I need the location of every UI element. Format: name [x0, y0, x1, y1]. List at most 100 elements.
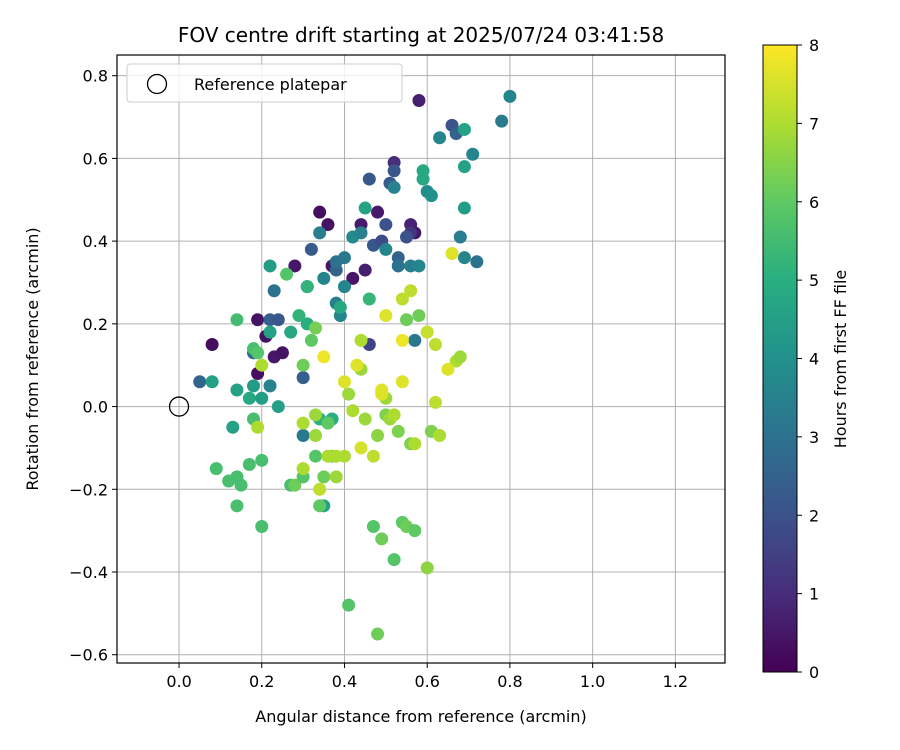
- data-point: [408, 524, 422, 538]
- reference-platepar-marker: [168, 396, 190, 417]
- data-point: [424, 189, 438, 203]
- x-tick-label: 1.0: [580, 672, 605, 691]
- x-axis-label: Angular distance from reference (arcmin): [255, 707, 586, 726]
- data-point: [321, 218, 335, 232]
- colorbar-tick-label: 0: [809, 663, 819, 682]
- data-point: [457, 122, 471, 136]
- data-point: [350, 358, 364, 372]
- colorbar-label: Hours from first FF file: [831, 270, 850, 449]
- data-point: [309, 449, 323, 463]
- data-point: [495, 114, 509, 128]
- colorbar-tick-label: 5: [809, 271, 819, 290]
- data-point: [209, 462, 223, 476]
- data-point: [412, 93, 426, 107]
- data-point: [242, 457, 256, 471]
- chart-title: FOV centre drift starting at 2025/07/24 …: [178, 23, 664, 47]
- colorbar: 0 1 2 3 4 5 6 7 8 Hours from first FF file: [762, 36, 850, 682]
- data-point: [313, 482, 327, 496]
- data-point: [366, 520, 380, 534]
- data-point: [251, 346, 265, 360]
- data-point: [263, 379, 277, 393]
- data-point: [309, 321, 323, 335]
- data-point: [337, 449, 351, 463]
- data-point: [395, 292, 409, 306]
- data-point: [337, 251, 351, 265]
- data-point: [230, 499, 244, 513]
- data-point: [193, 375, 207, 389]
- data-point: [457, 251, 471, 265]
- data-point: [296, 416, 310, 430]
- data-point: [371, 429, 385, 443]
- y-tick-label: −0.2: [69, 480, 108, 499]
- y-tick-label: −0.6: [69, 646, 108, 665]
- data-point: [420, 561, 434, 575]
- colorbar-tick-label: 2: [809, 506, 819, 525]
- data-point: [457, 201, 471, 215]
- data-point: [428, 395, 442, 409]
- data-point: [284, 325, 298, 339]
- data-point: [375, 532, 389, 546]
- data-point: [433, 429, 447, 443]
- data-point: [342, 598, 356, 612]
- data-point: [400, 313, 414, 327]
- data-point: [408, 437, 422, 451]
- data-point: [408, 333, 422, 347]
- data-point: [387, 408, 401, 422]
- data-point: [358, 412, 372, 426]
- legend-marker-reference: [146, 73, 168, 95]
- data-point: [300, 280, 314, 294]
- colorbar-tick-label: 1: [809, 585, 819, 604]
- data-point: [263, 325, 277, 339]
- data-point: [304, 242, 318, 256]
- data-point: [317, 271, 331, 285]
- data-point: [267, 284, 281, 298]
- data-point: [466, 147, 480, 161]
- data-point: [420, 325, 434, 339]
- data-point: [251, 420, 265, 434]
- data-point: [246, 379, 260, 393]
- data-point: [441, 362, 455, 376]
- data-point: [329, 470, 343, 484]
- data-point: [313, 499, 327, 513]
- data-point: [242, 391, 256, 405]
- x-tick-label: 0.0: [166, 672, 191, 691]
- x-tick-label: 0.8: [497, 672, 522, 691]
- data-point: [309, 408, 323, 422]
- x-axis: 0.0 0.2 0.4 0.6 0.8 1.0 1.2: [166, 663, 688, 691]
- data-point: [226, 420, 240, 434]
- colorbar-tick-label: 7: [809, 114, 819, 133]
- data-point: [387, 180, 401, 194]
- x-tick-label: 0.4: [332, 672, 357, 691]
- data-point: [362, 172, 376, 186]
- data-point: [337, 280, 351, 294]
- y-tick-label: 0.2: [83, 315, 108, 334]
- data-point: [470, 255, 484, 269]
- data-point: [358, 263, 372, 277]
- data-point: [503, 89, 517, 103]
- plot-frame: [116, 54, 726, 664]
- data-point: [457, 160, 471, 174]
- data-point: [354, 226, 368, 240]
- data-point: [412, 309, 426, 323]
- legend-label-reference: Reference platepar: [194, 75, 347, 94]
- data-point: [346, 271, 360, 285]
- x-tick-label: 0.6: [414, 672, 439, 691]
- data-point: [296, 462, 310, 476]
- y-tick-label: 0.6: [83, 149, 108, 168]
- data-point: [255, 358, 269, 372]
- data-point: [251, 313, 265, 327]
- colorbar-tick-label: 8: [809, 36, 819, 55]
- data-point: [342, 387, 356, 401]
- data-point: [271, 313, 285, 327]
- data-point: [375, 383, 389, 397]
- data-point: [395, 333, 409, 347]
- data-point: [317, 350, 331, 364]
- y-tick-label: 0.4: [83, 232, 108, 251]
- data-point: [309, 429, 323, 443]
- data-point: [255, 520, 269, 534]
- data-point: [428, 338, 442, 352]
- y-tick-label: −0.4: [69, 563, 108, 582]
- data-point: [358, 201, 372, 215]
- data-point: [333, 300, 347, 314]
